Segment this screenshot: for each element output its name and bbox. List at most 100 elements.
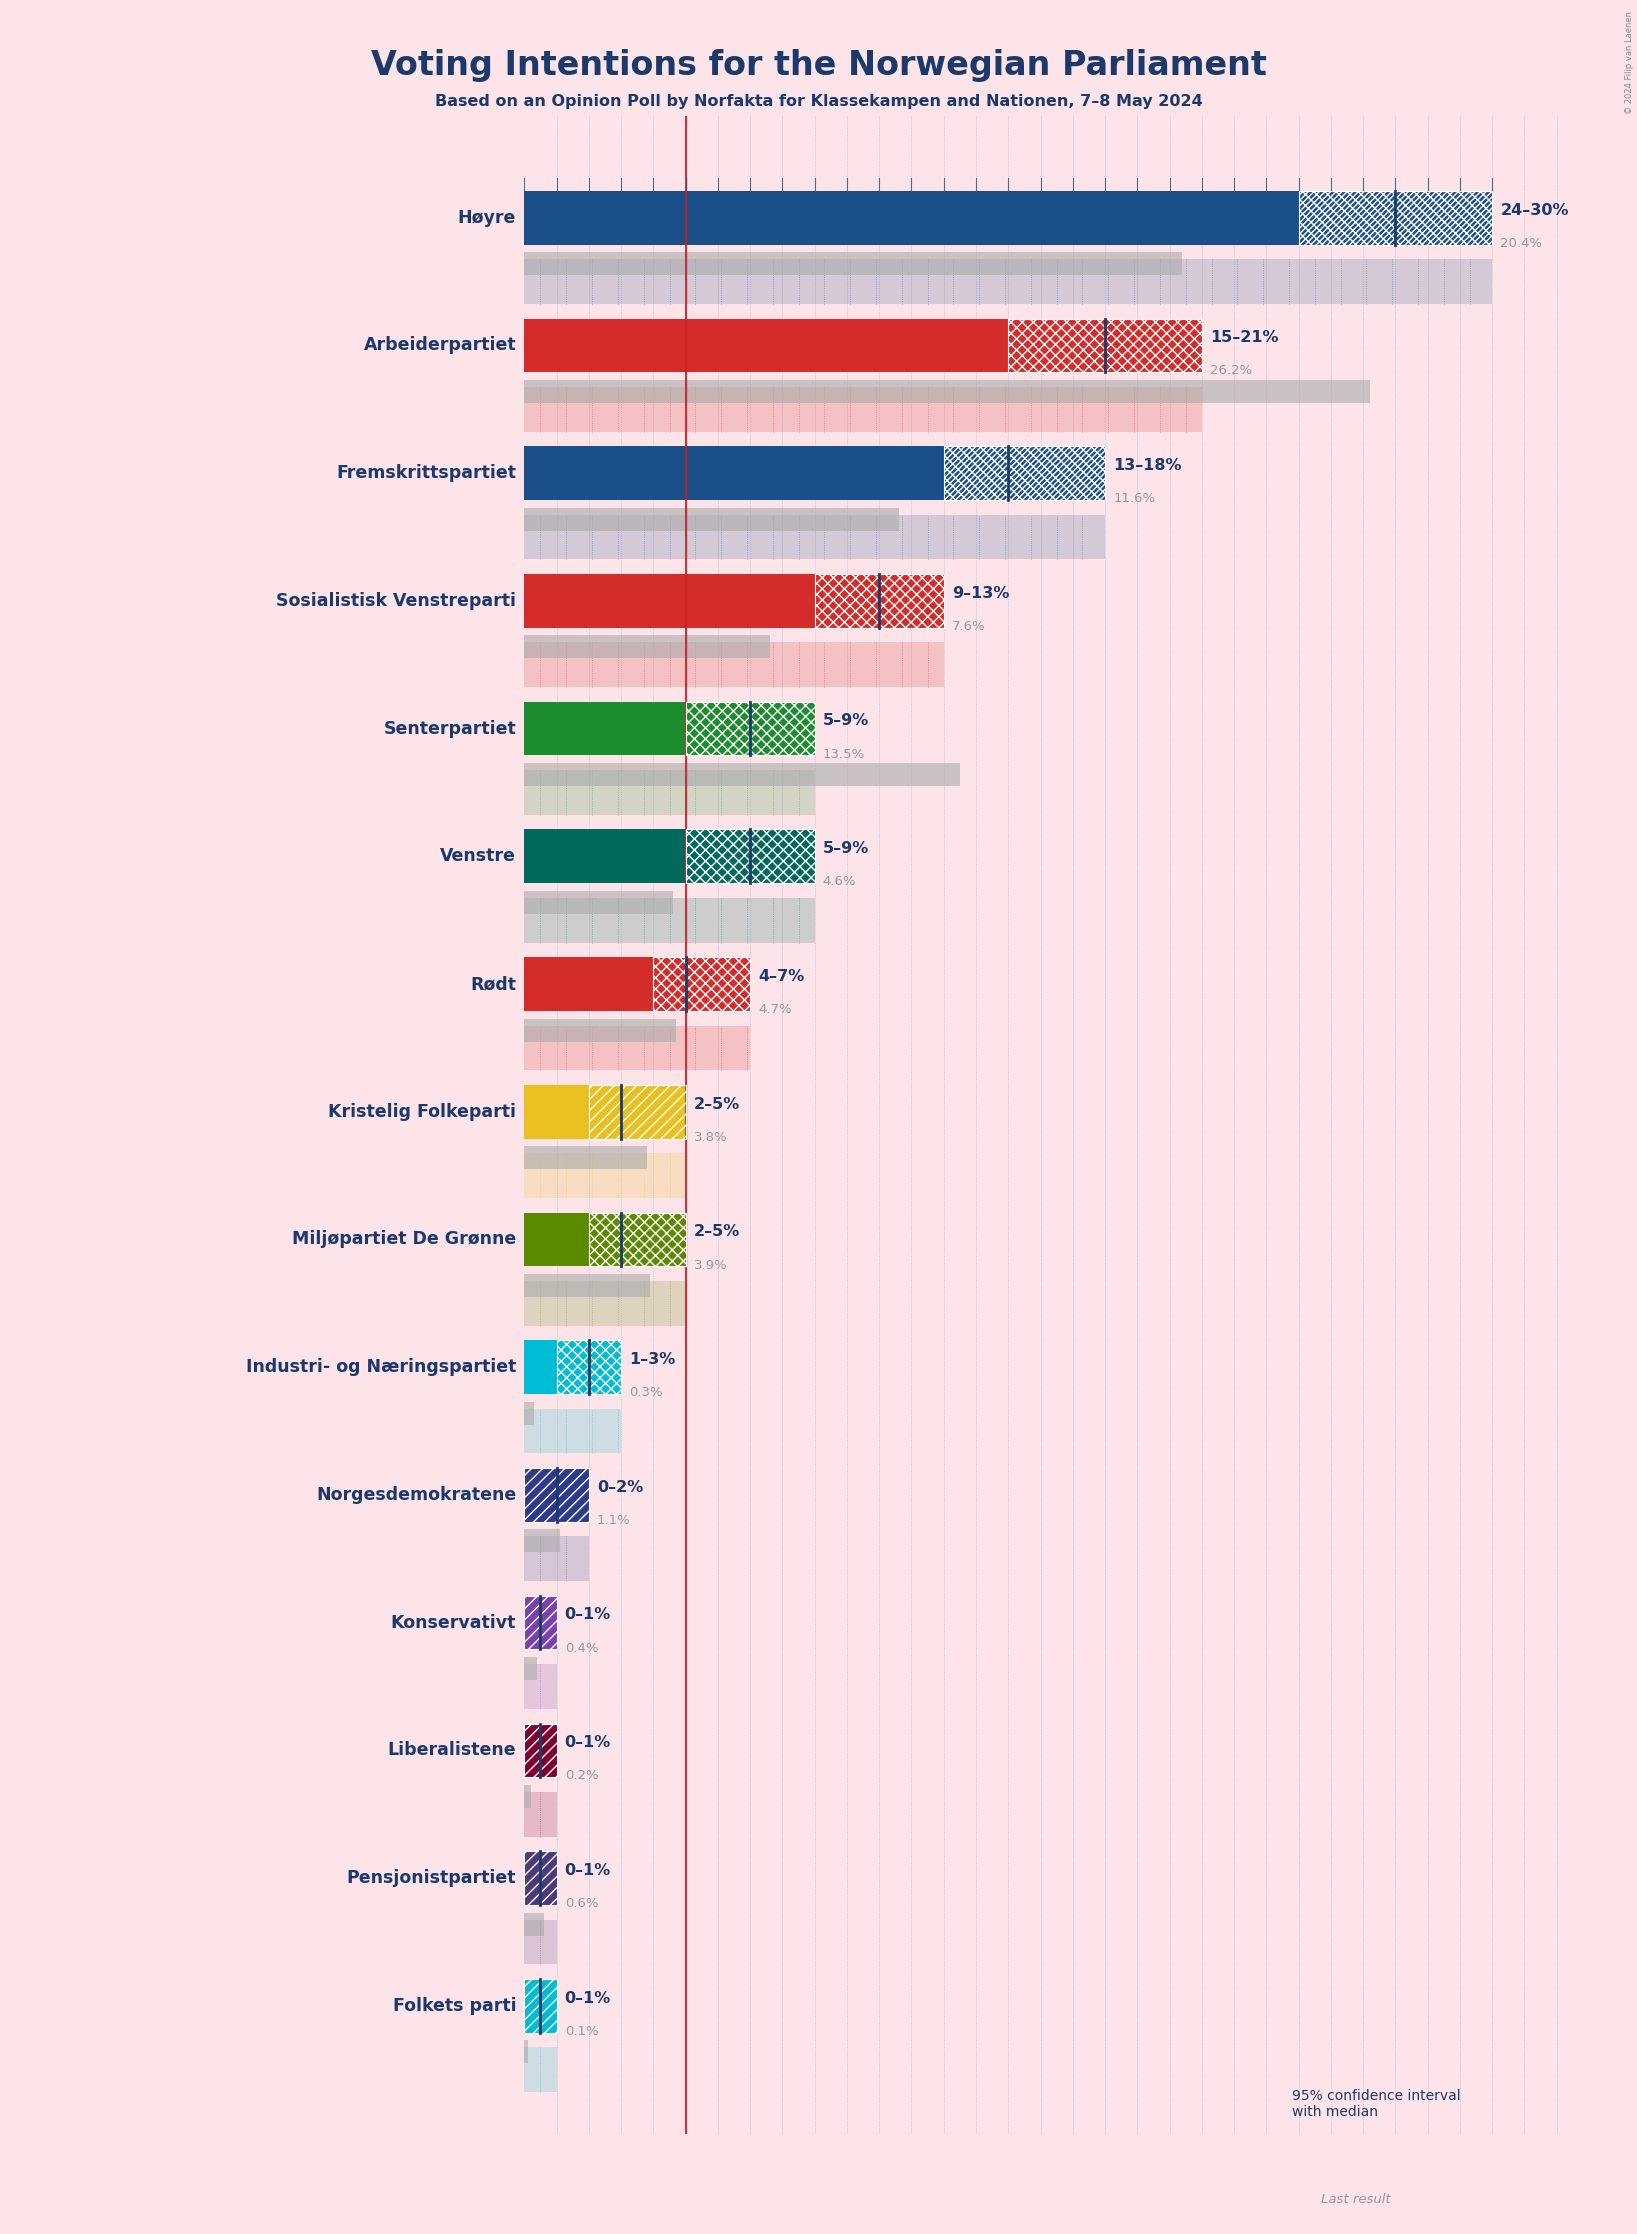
- Text: Pensjonistpartiet: Pensjonistpartiet: [347, 1870, 516, 1888]
- Text: 0–2%: 0–2%: [598, 1479, 643, 1495]
- Bar: [524, 1725, 557, 1778]
- Bar: [524, 1912, 543, 1935]
- Bar: [686, 701, 815, 755]
- Text: 4–7%: 4–7%: [758, 970, 804, 983]
- Text: Voting Intentions for the Norwegian Parliament: Voting Intentions for the Norwegian Parl…: [370, 49, 1267, 83]
- Bar: [524, 956, 653, 1010]
- Bar: [524, 507, 899, 532]
- Text: 0–1%: 0–1%: [565, 1863, 611, 1879]
- Bar: [524, 574, 815, 628]
- Bar: [524, 1979, 557, 2033]
- Text: 0.6%: 0.6%: [565, 1897, 598, 1910]
- Bar: [653, 956, 750, 1010]
- Text: 0.1%: 0.1%: [565, 2024, 598, 2037]
- Text: Last result: Last result: [1321, 2194, 1391, 2207]
- Bar: [524, 701, 686, 755]
- Text: 3.9%: 3.9%: [694, 1258, 727, 1271]
- Text: 13.5%: 13.5%: [823, 748, 864, 760]
- Text: 26.2%: 26.2%: [1210, 364, 1252, 378]
- Bar: [686, 701, 815, 755]
- Bar: [524, 252, 1182, 275]
- Bar: [524, 1280, 686, 1325]
- Text: 15–21%: 15–21%: [1210, 331, 1278, 346]
- Bar: [589, 1213, 686, 1267]
- Bar: [524, 898, 815, 943]
- Bar: [686, 829, 815, 882]
- Bar: [1282, 2136, 1364, 2183]
- Text: Industri- og Næringspartiet: Industri- og Næringspartiet: [246, 1358, 516, 1376]
- Text: 0.4%: 0.4%: [565, 1642, 598, 1655]
- Bar: [524, 1086, 589, 1139]
- Text: Liberalistene: Liberalistene: [388, 1740, 516, 1760]
- Bar: [524, 1537, 589, 1582]
- Bar: [524, 2046, 557, 2091]
- Text: 1–3%: 1–3%: [629, 1352, 676, 1367]
- Bar: [524, 319, 1008, 373]
- Bar: [524, 1658, 537, 1680]
- Bar: [945, 447, 1105, 500]
- Text: Konservativt: Konservativt: [391, 1613, 516, 1631]
- Bar: [557, 1340, 620, 1394]
- Bar: [524, 764, 959, 786]
- Bar: [524, 1213, 589, 1267]
- Bar: [524, 1792, 557, 1836]
- Bar: [524, 1019, 676, 1041]
- Text: 0–1%: 0–1%: [565, 1736, 611, 1749]
- Text: © 2024 Filip van Laenen: © 2024 Filip van Laenen: [1626, 11, 1634, 114]
- Bar: [1202, 2136, 1282, 2183]
- Text: 3.8%: 3.8%: [694, 1130, 727, 1144]
- Bar: [524, 1468, 589, 1521]
- Bar: [524, 1979, 557, 2033]
- Bar: [653, 956, 750, 1010]
- Bar: [524, 1410, 620, 1454]
- Bar: [524, 190, 1298, 244]
- Text: 0.2%: 0.2%: [565, 1769, 598, 1783]
- Text: Høyre: Høyre: [458, 208, 516, 226]
- Text: 24–30%: 24–30%: [1499, 203, 1568, 217]
- Bar: [524, 386, 1202, 431]
- Text: 95% confidence interval
with median: 95% confidence interval with median: [1292, 2089, 1460, 2120]
- Text: 2–5%: 2–5%: [694, 1224, 740, 1240]
- Bar: [686, 829, 815, 882]
- Text: 4.6%: 4.6%: [823, 876, 856, 889]
- Text: Senterpartiet: Senterpartiet: [383, 719, 516, 737]
- Bar: [524, 634, 769, 659]
- Bar: [1008, 319, 1202, 373]
- Text: 7.6%: 7.6%: [951, 619, 985, 632]
- Text: 11.6%: 11.6%: [1113, 491, 1156, 505]
- Bar: [524, 1785, 530, 1807]
- Text: 13–18%: 13–18%: [1113, 458, 1182, 474]
- Bar: [1202, 2192, 1315, 2209]
- Bar: [557, 1340, 620, 1394]
- Bar: [524, 514, 1105, 558]
- Bar: [524, 1595, 557, 1649]
- Bar: [524, 1919, 557, 1964]
- Text: 0–1%: 0–1%: [565, 1990, 611, 2006]
- Bar: [524, 1340, 557, 1394]
- Bar: [524, 259, 1493, 304]
- Bar: [524, 1273, 650, 1298]
- Bar: [524, 891, 673, 914]
- Bar: [1298, 190, 1493, 244]
- Bar: [524, 1852, 557, 1906]
- Text: 1.1%: 1.1%: [598, 1515, 630, 1528]
- Text: Venstre: Venstre: [440, 847, 516, 865]
- Bar: [524, 1468, 589, 1521]
- Text: 0–1%: 0–1%: [565, 1608, 611, 1622]
- Bar: [524, 2040, 527, 2064]
- Bar: [524, 1595, 557, 1649]
- Bar: [589, 1213, 686, 1267]
- Bar: [815, 574, 945, 628]
- Bar: [524, 1530, 560, 1553]
- Text: 5–9%: 5–9%: [823, 713, 869, 728]
- Bar: [1282, 2136, 1364, 2183]
- Text: 20.4%: 20.4%: [1499, 237, 1542, 250]
- Bar: [524, 447, 945, 500]
- Bar: [524, 1725, 557, 1778]
- Bar: [815, 574, 945, 628]
- Text: Sosialistisk Venstreparti: Sosialistisk Venstreparti: [277, 592, 516, 610]
- Bar: [524, 1852, 557, 1906]
- Text: Kristelig Folkeparti: Kristelig Folkeparti: [329, 1104, 516, 1121]
- Text: Arbeiderpartiet: Arbeiderpartiet: [363, 337, 516, 355]
- Bar: [524, 1401, 534, 1425]
